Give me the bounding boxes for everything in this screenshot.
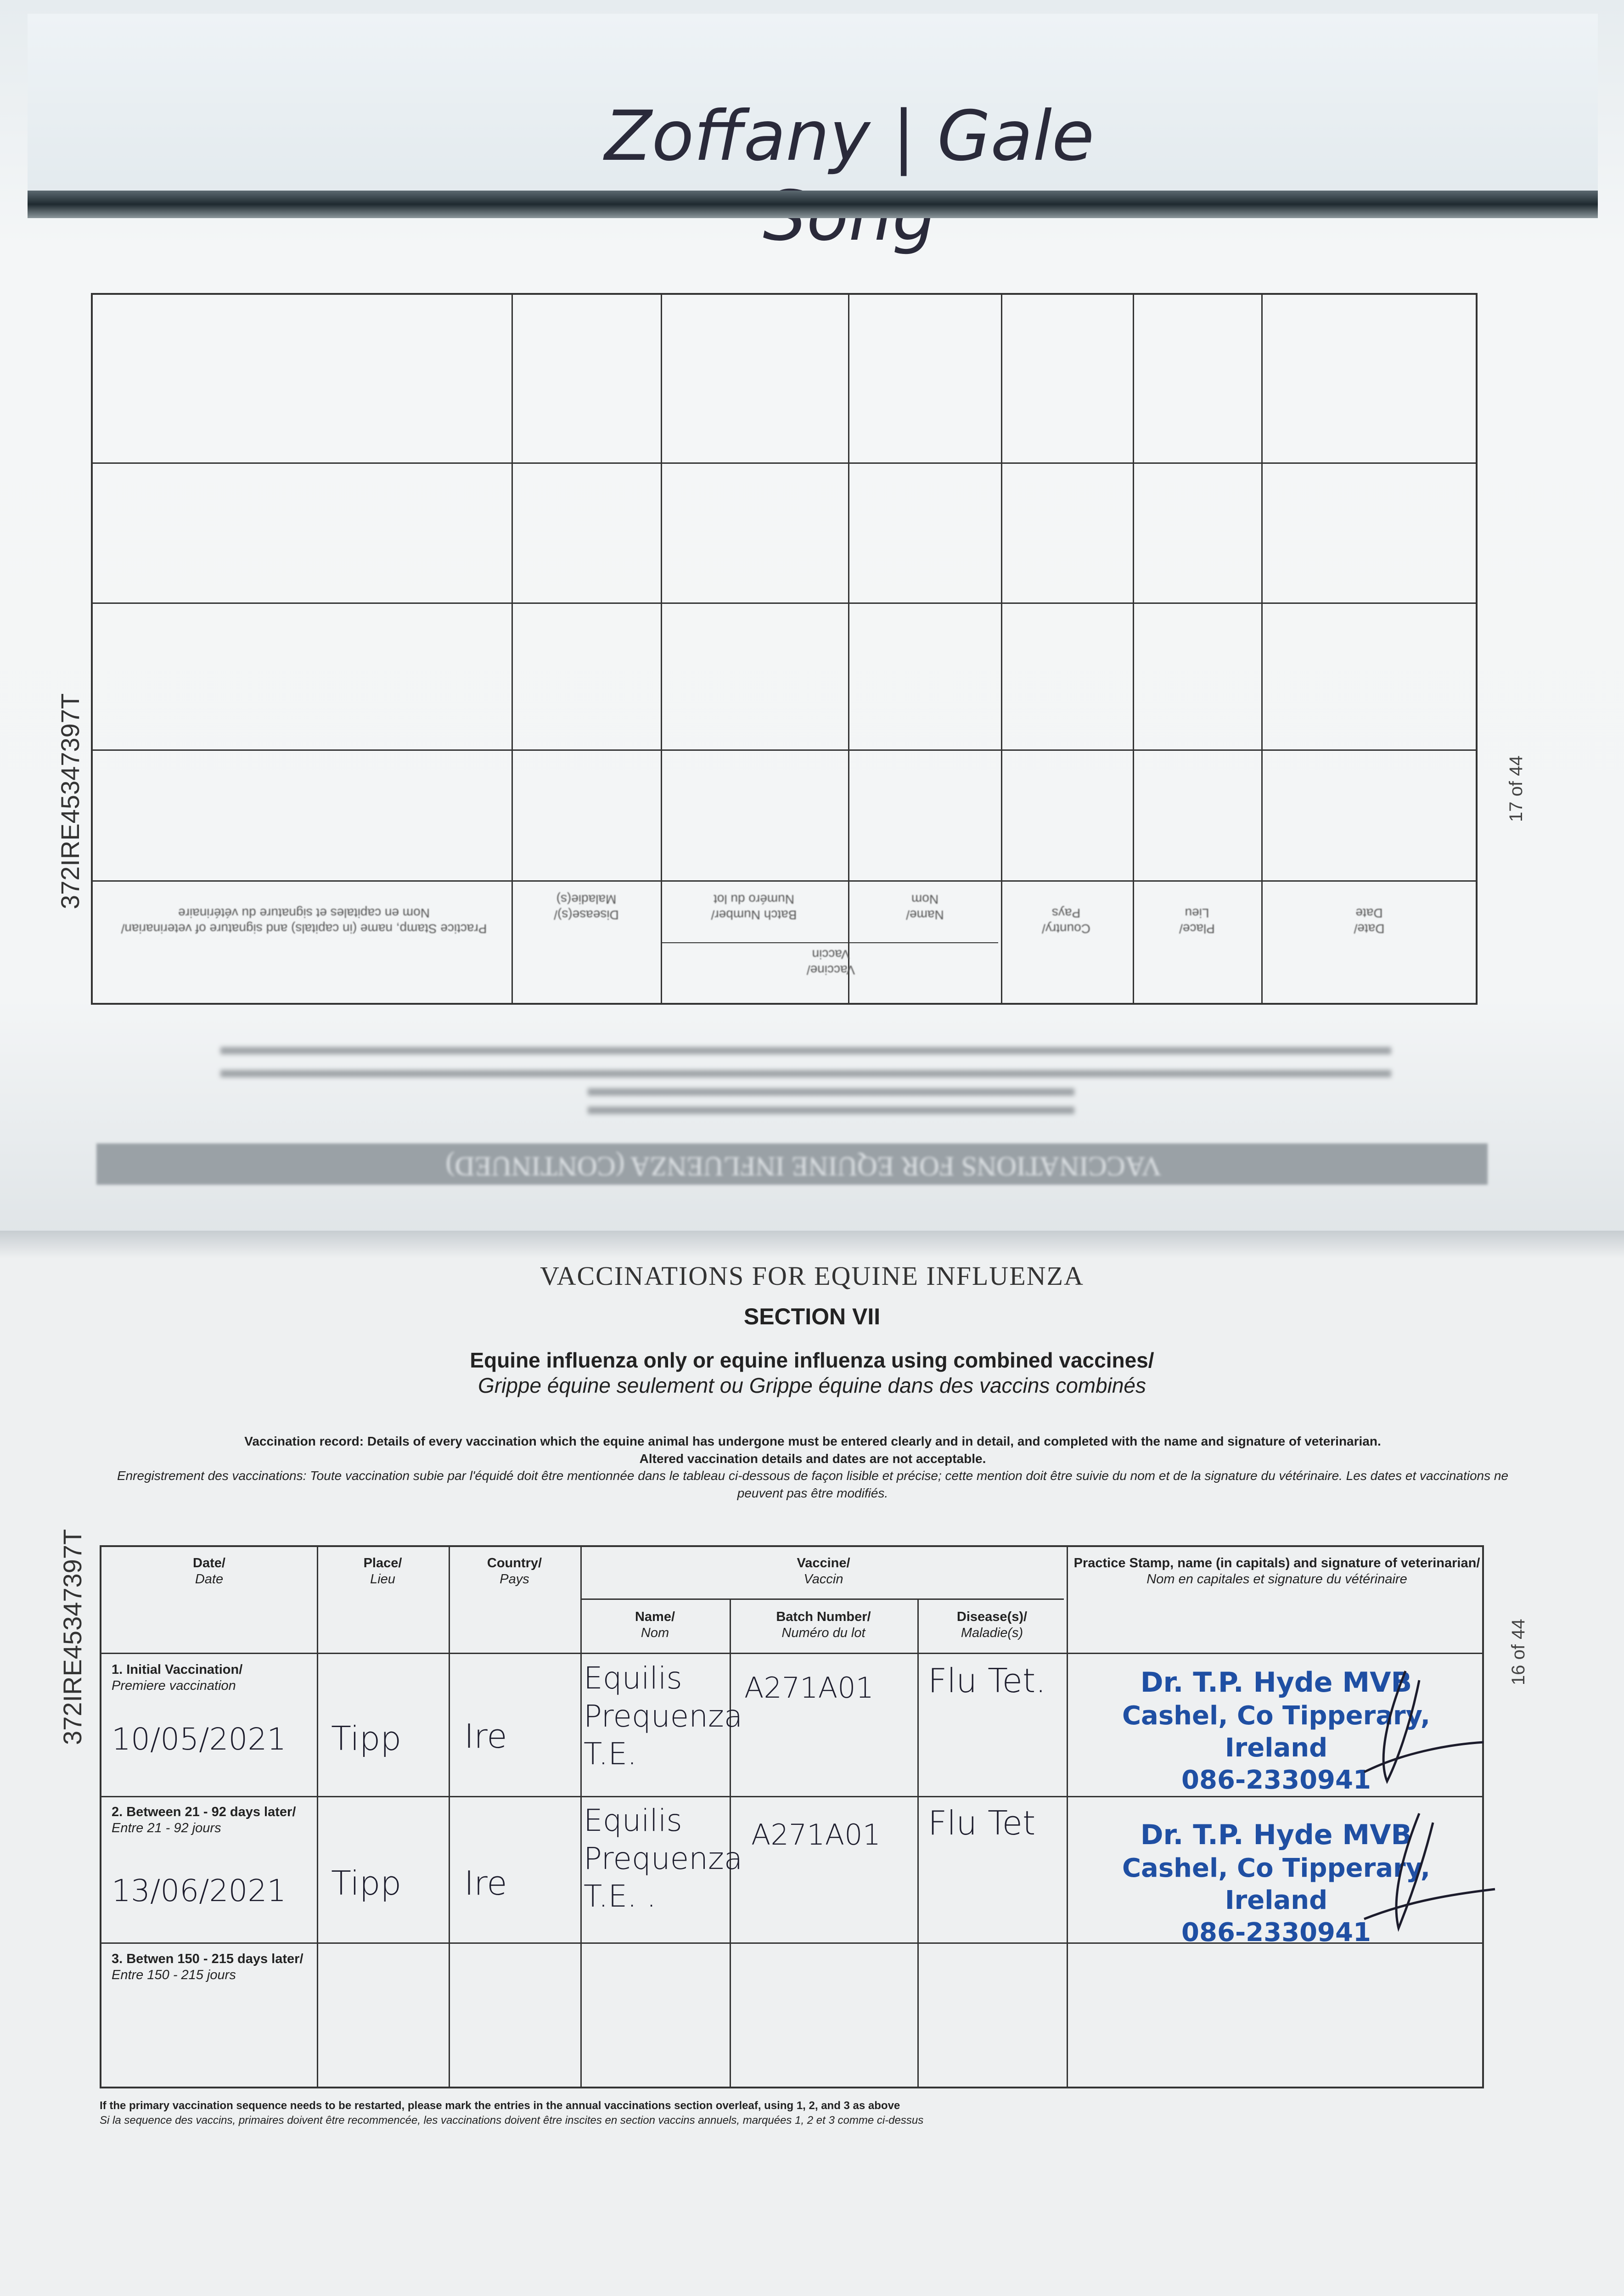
prev-header-vaccine: Vaccine/Vaccin bbox=[806, 947, 855, 978]
passport-number-top: 372IRE45347397T bbox=[56, 693, 84, 909]
prev-header-place: Place/Lieu bbox=[1179, 906, 1215, 936]
title-strip bbox=[28, 14, 1598, 197]
section-band bbox=[96, 1143, 1488, 1185]
blurred-footnote bbox=[588, 1107, 1074, 1114]
page-number-top: 17 of 44 bbox=[1506, 755, 1526, 822]
subtitle-fr: Grippe équine seulement ou Grippe équine… bbox=[478, 1373, 1146, 1397]
section-number: SECTION VII bbox=[743, 1304, 881, 1329]
row1-vaccine-name: Equilis Prequenza T.E. bbox=[584, 1660, 743, 1772]
row2-place: Tipp bbox=[331, 1864, 402, 1902]
blurred-footnote bbox=[588, 1088, 1074, 1096]
row2-vaccine-name: Equilis Prequenza T.E. . bbox=[584, 1803, 743, 1914]
header-country: Country/Pays bbox=[487, 1556, 542, 1587]
row2-batch: A271A01 bbox=[751, 1818, 881, 1851]
row2-country: Ire bbox=[464, 1864, 507, 1902]
vet-signature bbox=[1364, 1813, 1495, 1932]
prev-header-batch: Batch Number/Numéro du lot bbox=[711, 892, 797, 923]
footnote-en: If the primary vaccination sequence need… bbox=[100, 2099, 900, 2112]
vet-stamp: Dr. T.P. Hyde MVB Cashel, Co Tipperary, I… bbox=[1122, 1819, 1431, 1947]
row1-date: 10/05/2021 bbox=[112, 1722, 287, 1757]
footnote-fr: Si la sequence des vaccins, primaires do… bbox=[100, 2114, 924, 2127]
page-number: 16 of 44 bbox=[1508, 1619, 1528, 1685]
blurred-footnote bbox=[220, 1070, 1391, 1077]
previous-page-table: Date/Date Place/Lieu Country/Pays Vaccin… bbox=[91, 293, 1478, 1005]
subtitle-en: Equine influenza only or equine influenz… bbox=[470, 1348, 1154, 1372]
row1-country: Ire bbox=[464, 1717, 507, 1756]
row1-batch: A271A01 bbox=[744, 1671, 874, 1705]
section-band-text: VACCINATIONS FOR EQUINE INFLUENZA (CONTI… bbox=[445, 1151, 1162, 1182]
binding-bar bbox=[28, 191, 1598, 218]
row1-disease: Flu Tet. bbox=[928, 1661, 1046, 1700]
row-label-third: 3. Betwen 150 - 215 days later/Entre 150… bbox=[112, 1952, 303, 1982]
prev-header-stamp: Practice Stamp, name (in capitals) and s… bbox=[121, 906, 487, 936]
instructions-fr: Enregistrement des vaccinations: Toute v… bbox=[117, 1469, 1509, 1500]
row1-place: Tipp bbox=[331, 1719, 402, 1758]
section-title: VACCINATIONS FOR EQUINE INFLUENZA bbox=[540, 1261, 1084, 1291]
prev-header-date: Date/Date bbox=[1354, 906, 1385, 936]
prev-header-country: Country/Pays bbox=[1042, 906, 1090, 936]
instructions-en: Vaccination record: Details of every vac… bbox=[244, 1434, 1381, 1466]
header-disease: Disease(s)/Maladie(s) bbox=[956, 1609, 1028, 1640]
vet-signature bbox=[1363, 1671, 1484, 1784]
header-stamp: Practice Stamp, name (in capitals) and s… bbox=[1073, 1556, 1480, 1587]
header-place: Place/Lieu bbox=[363, 1556, 402, 1587]
header-date: Date/Date bbox=[193, 1556, 225, 1587]
header-name: Name/Nom bbox=[635, 1609, 675, 1640]
header-vaccine: Vaccine/Vaccin bbox=[797, 1556, 850, 1587]
row-label-second: 2. Between 21 - 92 days later/Entre 21 -… bbox=[112, 1805, 296, 1835]
row-label-initial: 1. Initial Vaccination/Premiere vaccinat… bbox=[112, 1662, 243, 1693]
prev-header-disease: Disease(s)/Maladie(s) bbox=[554, 892, 619, 923]
page-fold-shadow bbox=[0, 1231, 1624, 1258]
row2-date: 13/06/2021 bbox=[112, 1873, 287, 1908]
header-batch: Batch Number/Numéro du lot bbox=[776, 1609, 871, 1640]
prev-header-name: Name/Nom bbox=[906, 892, 944, 923]
vet-stamp: Dr. T.P. Hyde MVB Cashel, Co Tipperary, I… bbox=[1122, 1666, 1431, 1795]
passport-number: 372IRE45347397T bbox=[58, 1529, 87, 1745]
vaccination-table: Date/Date Place/Lieu Country/Pays Vaccin… bbox=[100, 1545, 1495, 2088]
blurred-footnote bbox=[220, 1047, 1391, 1054]
handwritten-horse-name: Zoffany | Gale Song bbox=[604, 96, 1095, 256]
row2-disease: Flu Tet bbox=[928, 1804, 1036, 1842]
